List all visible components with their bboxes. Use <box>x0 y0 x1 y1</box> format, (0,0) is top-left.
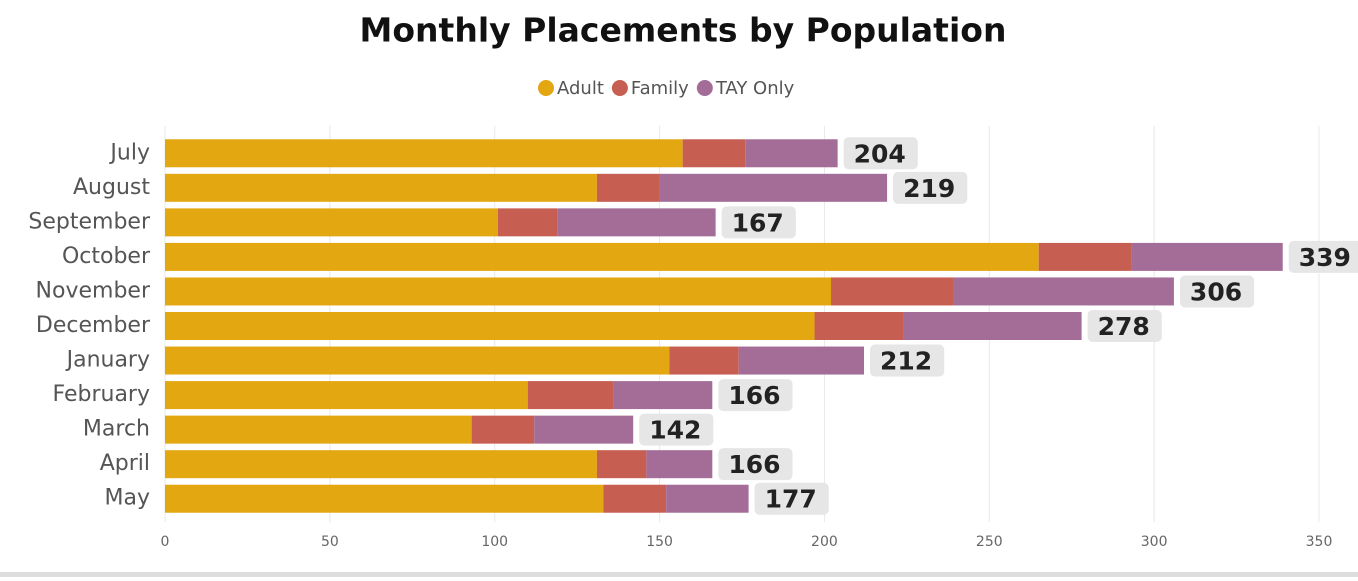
x-tick-label: 150 <box>646 534 673 550</box>
y-tick-label: February <box>53 382 151 407</box>
bar-segment <box>165 381 528 410</box>
x-tick-label: 200 <box>811 534 838 550</box>
y-tick-label: December <box>36 313 151 338</box>
bar-segment <box>831 277 954 306</box>
legend-swatch <box>611 80 628 96</box>
legend-swatch <box>696 80 713 96</box>
total-label: 166 <box>728 450 780 479</box>
total-label-bg <box>1179 275 1255 308</box>
bar-segment <box>646 450 713 479</box>
bar-segment <box>613 381 713 410</box>
total-label: 339 <box>1299 243 1351 272</box>
bar-segment <box>165 346 670 375</box>
total-label: 177 <box>765 485 817 514</box>
total-label-bg <box>721 206 796 239</box>
bar-segment <box>527 381 614 410</box>
x-tick-label: 250 <box>976 534 1003 550</box>
bar-segment <box>659 173 888 202</box>
total-label-bg <box>869 344 945 377</box>
chart-title: Monthly Placements by Population <box>360 11 1007 50</box>
bar-segment <box>165 139 683 168</box>
x-tick-label: 300 <box>1141 534 1168 550</box>
total-label: 167 <box>732 208 784 237</box>
bar-segment <box>165 173 597 202</box>
y-tick-label: November <box>36 278 151 303</box>
x-tick-label: 50 <box>321 534 339 550</box>
bar-segment <box>165 277 832 306</box>
total-label-bg <box>1087 310 1162 342</box>
total-label-bg <box>718 448 793 481</box>
bottom-border <box>0 572 1358 577</box>
total-label: 142 <box>649 416 701 445</box>
bar-segment <box>596 450 647 479</box>
bar-segment <box>471 415 535 444</box>
bar-segment <box>165 484 604 513</box>
bar-segment <box>165 312 815 340</box>
bar-segment <box>1038 242 1132 271</box>
y-tick-label: January <box>65 348 150 373</box>
bar-segment <box>903 312 1082 340</box>
bar-segment <box>165 415 472 444</box>
legend-label: TAY Only <box>715 78 795 99</box>
bar-segment <box>745 139 838 168</box>
bar-segment <box>603 484 667 513</box>
total-label: 166 <box>728 381 780 410</box>
bar-segment <box>953 277 1174 306</box>
total-label: 306 <box>1190 277 1242 306</box>
y-tick-label: October <box>62 244 151 269</box>
bar-segment <box>498 208 558 237</box>
y-tick-label: March <box>83 417 150 442</box>
total-label: 204 <box>854 139 906 168</box>
total-label-bg <box>843 137 918 170</box>
bar-segment <box>682 139 746 168</box>
y-tick-label: May <box>105 486 150 511</box>
total-label-bg <box>639 413 714 446</box>
bar-segment <box>666 484 749 513</box>
bar-segment <box>738 346 864 375</box>
legend-swatch <box>538 80 554 96</box>
bar-segment <box>669 346 739 375</box>
legend-label: Family <box>631 78 689 99</box>
legend-label: Adult <box>557 78 604 99</box>
bar-segment <box>557 208 716 237</box>
bar-segment <box>534 415 634 444</box>
bar-segment <box>165 208 499 237</box>
bar-segment <box>165 450 597 479</box>
bar-segment <box>814 312 904 340</box>
bar-segment <box>1131 242 1283 271</box>
y-tick-label: August <box>73 175 150 200</box>
x-tick-label: 100 <box>481 534 508 550</box>
total-label-bg <box>754 482 829 515</box>
x-tick-label: 350 <box>1306 534 1333 550</box>
total-label-bg <box>1288 240 1358 273</box>
x-tick-label: 0 <box>161 534 170 550</box>
y-tick-label: July <box>108 140 150 165</box>
total-label: 219 <box>903 174 955 203</box>
bar-segment <box>165 242 1039 271</box>
total-label: 212 <box>880 347 932 376</box>
bar-segment <box>596 173 660 202</box>
total-label: 278 <box>1098 312 1150 341</box>
y-tick-label: April <box>100 451 150 476</box>
total-label-bg <box>893 171 968 204</box>
total-label-bg <box>718 379 793 412</box>
y-tick-label: September <box>28 209 151 234</box>
